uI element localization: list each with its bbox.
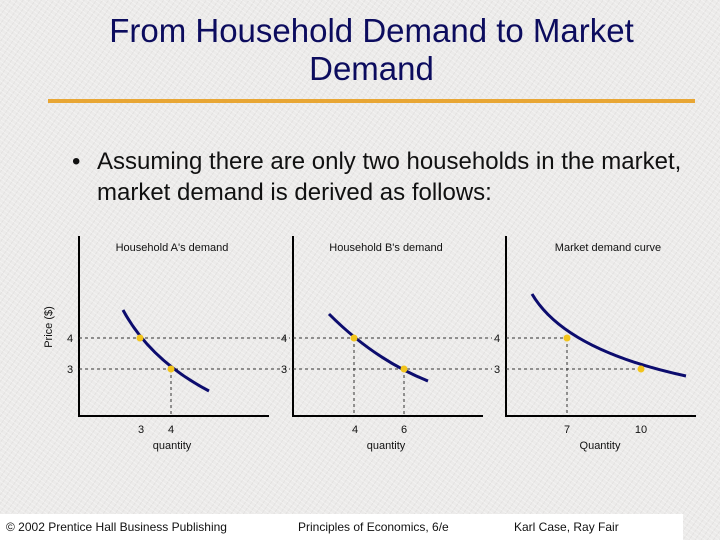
y-tick: 4 [281, 333, 287, 345]
y-tick: 4 [67, 333, 73, 345]
y-tick: 3 [281, 364, 287, 376]
data-point [563, 334, 571, 342]
x-tick: 4 [352, 424, 358, 436]
footer-authors: Karl Case, Ray Fair [514, 520, 619, 534]
data-point [167, 365, 175, 373]
y-tick: 3 [67, 364, 73, 376]
y-axis-label: Price ($) [43, 306, 55, 348]
y-tick: 3 [494, 364, 500, 376]
slide-title: From Household Demand to Market Demand [109, 12, 634, 87]
chart-market-demand: Market demand curve 4 3 7 10 Quantity [494, 236, 696, 452]
demand-curve [121, 309, 210, 393]
demand-curve [327, 312, 429, 383]
title-underline [48, 99, 695, 103]
bullet-marker: • [72, 148, 81, 175]
chart-household-a: Household A's demand Price ($) 4 3 3 4 q… [43, 236, 290, 452]
bullet-text: Assuming there are only two households i… [97, 148, 682, 206]
x-axis-label: quantity [367, 440, 406, 452]
x-tick: 7 [564, 424, 570, 436]
chart-title: Market demand curve [555, 242, 661, 254]
chart-title: Household B's demand [329, 242, 442, 254]
data-point [136, 334, 144, 342]
y-tick: 4 [494, 333, 500, 345]
x-tick: 4 [168, 424, 174, 436]
x-tick: 3 [138, 424, 144, 436]
x-axis-label: quantity [153, 440, 192, 452]
data-point [400, 365, 408, 373]
chart-household-b: Household B's demand 4 3 4 6 quantity [281, 236, 492, 452]
chart-title: Household A's demand [116, 242, 229, 254]
footer-book: Principles of Economics, 6/e [298, 520, 449, 534]
demand-curve [530, 293, 687, 378]
slide-footer: © 2002 Prentice Hall Business Publishing… [0, 514, 683, 540]
x-tick: 6 [401, 424, 407, 436]
x-axis-label: Quantity [580, 440, 621, 452]
data-point [350, 334, 358, 342]
data-point [637, 365, 645, 373]
x-tick: 10 [635, 424, 647, 436]
footer-copyright: © 2002 Prentice Hall Business Publishing [6, 520, 227, 534]
